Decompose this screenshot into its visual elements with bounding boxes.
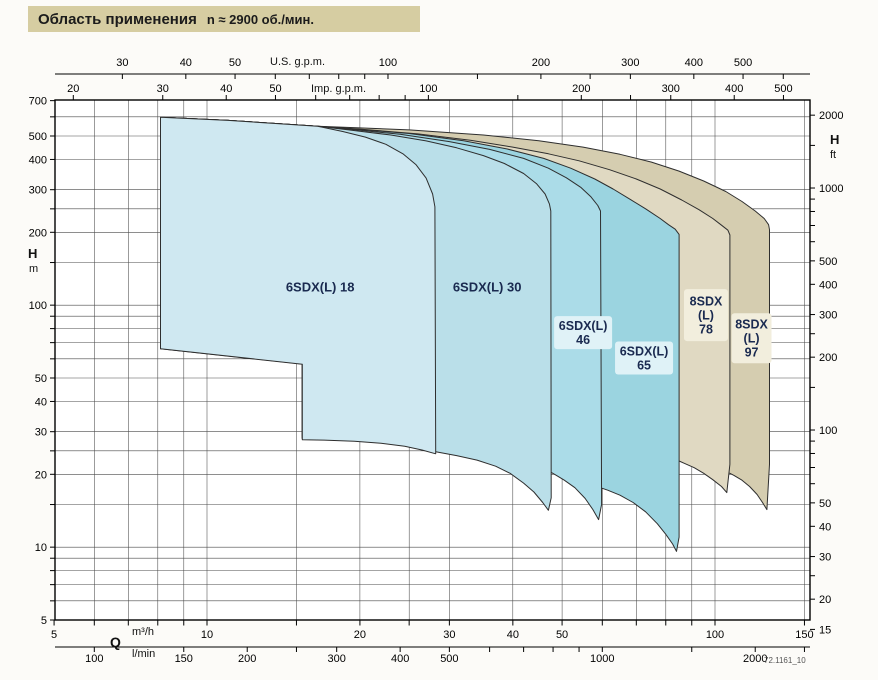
- tick-label: 40: [35, 396, 47, 408]
- tick-label: 200: [29, 227, 47, 239]
- region-label-6sdx-65: 65: [637, 358, 651, 372]
- tick-label: 50: [556, 629, 568, 641]
- region-label-6sdx-18: 6SDX(L) 18: [286, 279, 355, 294]
- tick-label: 1000: [819, 183, 843, 195]
- regions: [160, 116, 770, 552]
- tick-label: 100: [706, 629, 724, 641]
- tick-label: 300: [819, 310, 837, 322]
- tick-label: 30: [35, 427, 47, 439]
- region-label-6sdx-46: 6SDX(L): [559, 319, 608, 333]
- tick-label: 500: [440, 653, 458, 665]
- tick-label: 300: [621, 57, 639, 69]
- tick-label: 50: [35, 373, 47, 385]
- region-label-6sdx-65: 6SDX(L): [620, 344, 669, 358]
- tick-label: 200: [238, 653, 256, 665]
- region-label-box-6sdx-65: [615, 341, 674, 375]
- tick-label: 2000: [743, 653, 767, 665]
- tick-label: 5: [41, 615, 47, 627]
- tick-label: 400: [391, 653, 409, 665]
- tick-label: 500: [29, 131, 47, 143]
- tick-label: 20: [67, 83, 79, 95]
- tick-label: 400: [685, 57, 703, 69]
- tick-label: 100: [85, 653, 103, 665]
- region-label-box-8sdx-78: [683, 289, 728, 342]
- lmin-unit-label: l/min: [132, 648, 156, 660]
- tick-label: 30: [157, 83, 169, 95]
- tick-label: 300: [327, 653, 345, 665]
- axes: [50, 73, 815, 652]
- region-label-box-6sdx-46: [554, 316, 613, 350]
- m3h-unit-label: m³/h: [132, 626, 154, 638]
- tick-label: 30: [819, 552, 831, 564]
- page-title: Область применения: [38, 10, 197, 28]
- right-axis-h-label: H: [830, 132, 840, 147]
- tick-label: 5: [51, 629, 57, 641]
- region-label-8sdx-78: 8SDX: [690, 295, 723, 309]
- tick-label: 500: [819, 256, 837, 268]
- left-axis-m-label: m: [29, 263, 39, 275]
- tick-label: 700: [29, 96, 47, 108]
- q-axis-label: Q: [110, 634, 121, 650]
- tick-label: 400: [725, 83, 743, 95]
- us-gpm-unit-label: U.S. g.p.m.: [270, 56, 326, 68]
- tick-label: 20: [819, 594, 831, 606]
- tick-label: 300: [29, 185, 47, 197]
- tick-label: 40: [220, 83, 232, 95]
- tick-label: 2000: [819, 110, 843, 122]
- region-label-6sdx-46: 46: [576, 333, 590, 347]
- left-axis-h-label: H: [28, 246, 38, 261]
- tick-label: 10: [35, 542, 47, 554]
- tick-label: 200: [532, 57, 550, 69]
- tick-label: 40: [819, 521, 831, 533]
- right-axis-ft-label: ft: [830, 149, 837, 161]
- imp-gpm-unit-label: Imp. g.p.m.: [311, 83, 367, 95]
- tick-label: 400: [819, 279, 837, 291]
- drawing-number: 72.1161_10: [764, 656, 806, 665]
- tick-label: 100: [819, 425, 837, 437]
- tick-label: 30: [116, 57, 128, 69]
- region-label-8sdx-97: 8SDX: [735, 318, 768, 332]
- tick-label: 500: [734, 57, 752, 69]
- tick-label: 30: [443, 629, 455, 641]
- tick-label: 40: [180, 57, 192, 69]
- tick-label: 100: [379, 57, 397, 69]
- tick-label: 150: [175, 653, 193, 665]
- region-label-8sdx-97: (L): [744, 332, 760, 346]
- tick-label: 200: [572, 83, 590, 95]
- tick-label: 15: [819, 624, 831, 636]
- tick-label: 40: [507, 629, 519, 641]
- region-6sdx-18: [160, 116, 437, 455]
- region-labels: 8SDX(L)978SDX(L)786SDX(L)656SDX(L)466SDX…: [286, 279, 772, 375]
- plot-frame: [54, 99, 811, 621]
- tick-label: 50: [269, 83, 281, 95]
- tick-label: 100: [29, 300, 47, 312]
- tick-label: 1000: [590, 653, 614, 665]
- tick-label: 400: [29, 154, 47, 166]
- region-label-8sdx-78: 78: [699, 323, 713, 337]
- tick-label: 500: [774, 83, 792, 95]
- tick-label: 20: [35, 469, 47, 481]
- tick-label: 150: [795, 629, 813, 641]
- page-subtitle: n ≈ 2900 об./мин.: [206, 11, 314, 27]
- tick-label: 100: [419, 83, 437, 95]
- region-label-6sdx-30: 6SDX(L) 30: [453, 279, 522, 294]
- tick-label: 50: [819, 498, 831, 510]
- region-label-8sdx-78: (L): [698, 309, 714, 323]
- region-label-8sdx-97: 97: [745, 346, 759, 360]
- tick-label: 200: [819, 352, 837, 364]
- tick-label: 300: [662, 83, 680, 95]
- tick-label: 20: [354, 629, 366, 641]
- title-bar: Область применения n ≈ 2900 об./мин.: [28, 6, 420, 32]
- tick-label: 50: [229, 57, 241, 69]
- tick-label: 10: [201, 629, 213, 641]
- region-label-box-8sdx-97: [731, 313, 772, 364]
